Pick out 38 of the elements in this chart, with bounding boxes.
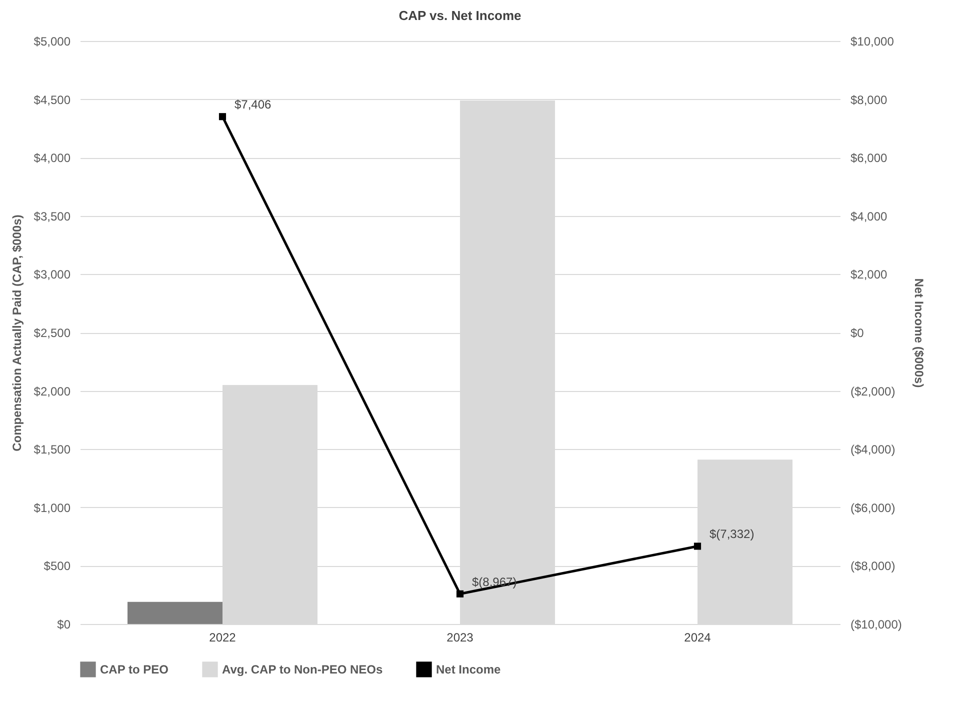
- y-tick-label: $5,000: [34, 34, 71, 48]
- y2-tick-label: $2,000: [850, 268, 888, 282]
- legend-label: Avg. CAP to Non-PEO NEOs: [222, 662, 384, 676]
- y2-tick-label: $10,000: [850, 34, 894, 48]
- y2-tick-label: ($8,000): [850, 559, 896, 574]
- y2-tick-label: ($2,000): [850, 384, 896, 398]
- y-axis-title: Compensation Actually Paid (CAP, $000s): [10, 214, 24, 452]
- y-tick-label: $3,500: [34, 209, 71, 224]
- chart-title: CAP vs. Net Income: [398, 8, 522, 23]
- y2-tick-label: ($6,000): [850, 500, 896, 515]
- y-tick-label: $4,500: [34, 92, 71, 107]
- y2-tick-label: $8,000: [850, 92, 888, 107]
- y2-tick-label: $0: [850, 326, 864, 340]
- y-tick-label: $4,000: [34, 151, 71, 166]
- data-label: $(7,332): [710, 527, 754, 542]
- data-label: $(8,967): [472, 574, 517, 589]
- bar: [128, 602, 222, 624]
- y2-tick-label: ($4,000): [850, 442, 896, 457]
- y2-tick-label: $4,000: [850, 209, 888, 224]
- x-tick-label: 2023: [446, 630, 474, 644]
- y-tick-label: $3,000: [34, 268, 71, 282]
- point: [456, 590, 464, 598]
- legend-label: CAP to PEO: [100, 662, 168, 676]
- x-tick-label: 2024: [684, 630, 712, 644]
- y2-tick-label: ($10,000): [850, 618, 902, 632]
- y-tick-label: $2,000: [34, 384, 71, 398]
- y2-tick-label: $6,000: [850, 151, 888, 166]
- point: [218, 113, 226, 120]
- y-tick-label: $1,500: [34, 442, 71, 457]
- point: [694, 542, 702, 550]
- y-tick-label: $2,500: [34, 326, 71, 340]
- y2-axis-title: Net Income ($000s): [912, 278, 926, 388]
- legend-label: Net Income: [436, 662, 502, 676]
- y-tick-label: $0: [57, 618, 71, 632]
- data-label: $7,406: [234, 98, 272, 112]
- x-tick-label: 2022: [209, 630, 236, 644]
- y-tick-label: $1,000: [34, 500, 71, 515]
- y-tick-label: $500: [44, 559, 71, 574]
